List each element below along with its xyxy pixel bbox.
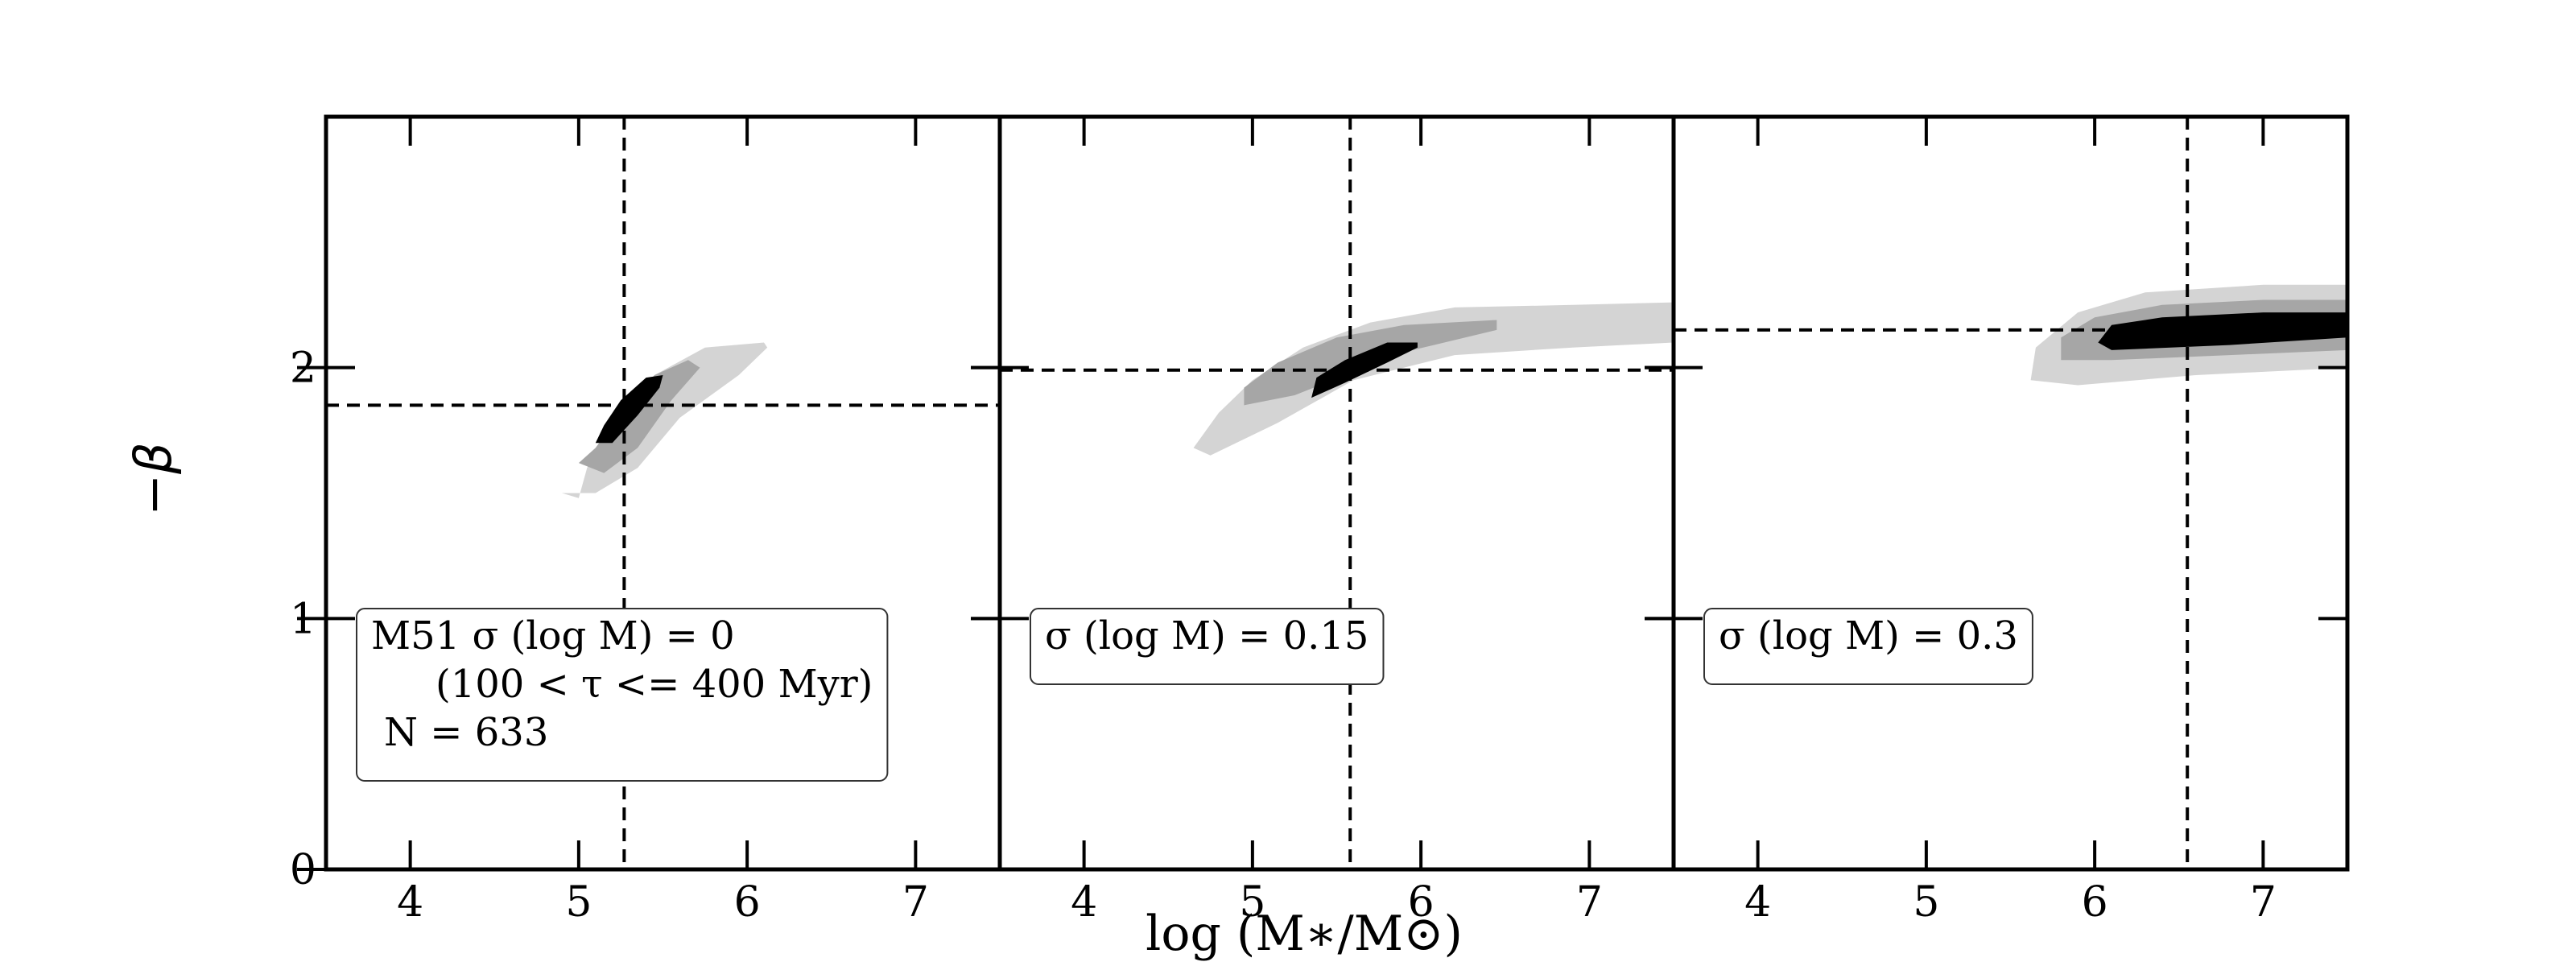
x-axis-label: log (M∗/M⊙)	[1146, 906, 1463, 962]
y-tick-label: 2	[290, 345, 316, 393]
x-tick-label: 5	[565, 878, 592, 927]
x-tick-label: 7	[1576, 878, 1603, 927]
panel-frame	[997, 114, 1676, 872]
x-tick-label: 4	[1071, 878, 1097, 927]
x-tick-label: 5	[1913, 878, 1939, 927]
legend-line: σ (log M) = 0.15	[1045, 613, 1368, 658]
contour-inner	[595, 375, 663, 444]
x-tick-label: 4	[1744, 878, 1771, 927]
panel-1: 4 5 6 7 0 1 2 M51 σ (log M) = 0(100 < τ <= 400 …	[290, 114, 1002, 927]
x-tick-label: 7	[902, 878, 929, 927]
contour-outer	[562, 342, 768, 498]
x-tick-label: 6	[2082, 878, 2108, 927]
legend-frame	[356, 608, 889, 782]
contour-group	[562, 342, 768, 498]
y-axis-label: −β	[124, 442, 183, 516]
legend-box: M51 σ (log M) = 0(100 < τ <= 400 Myr)N =…	[356, 608, 889, 782]
legend-line: σ (log M) = 0.3	[1719, 613, 2018, 658]
x-tick-label: 6	[1408, 878, 1435, 927]
legend-frame	[1030, 608, 1385, 685]
contour-middle	[578, 360, 700, 473]
x-tick-label: 5	[1239, 878, 1265, 927]
panel-2: 4 5 6 7 σ (log M) = 0.15	[971, 114, 1676, 927]
legend-box: σ (log M) = 0.3	[1703, 608, 2033, 685]
contour-group	[2030, 284, 2347, 386]
y-tick-label: 0	[290, 846, 316, 894]
x-tick-label: 7	[2250, 878, 2277, 927]
legend-line: N = 633	[384, 710, 548, 755]
legend-box: σ (log M) = 0.15	[1030, 608, 1385, 685]
contour-group	[1193, 302, 1674, 456]
y-tick-label: 1	[290, 595, 316, 643]
x-tick-label: 4	[397, 878, 423, 927]
legend-line: (100 < τ <= 400 Myr)	[436, 662, 873, 707]
x-tick-label: 6	[734, 878, 761, 927]
contour-outer	[1193, 302, 1674, 456]
legend-frame	[1703, 608, 2033, 685]
legend-line: M51 σ (log M) = 0	[371, 613, 735, 658]
panel-frame	[1671, 114, 2350, 872]
panels-layer: 4 5 6 7 0 1 2 M51 σ (log M) = 0(100 < τ <= 400 …	[290, 114, 2350, 927]
panel-3: 4 5 6 7 σ (log M) = 0.3	[1645, 114, 2350, 927]
